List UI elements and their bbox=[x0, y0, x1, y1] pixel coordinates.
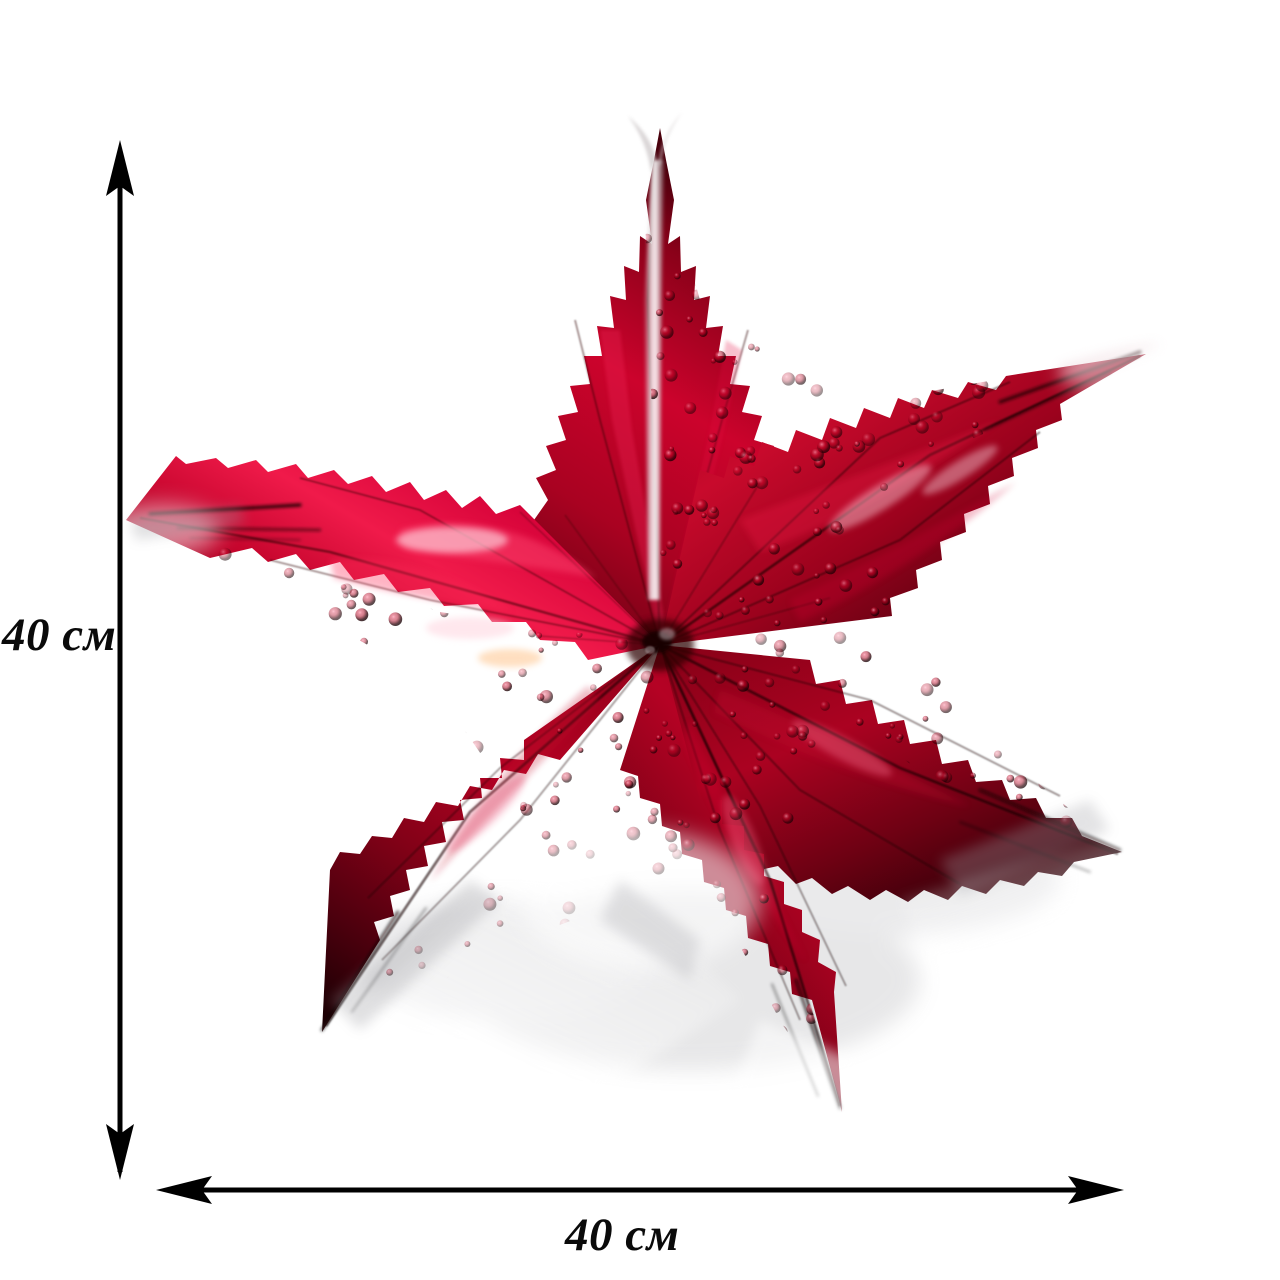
star-arms bbox=[126, 112, 1162, 1112]
width-dimension-arrow bbox=[156, 1176, 1124, 1204]
star-center-hub bbox=[626, 619, 694, 671]
height-dimension-arrow bbox=[106, 140, 134, 1180]
star-arm-left bbox=[126, 456, 661, 667]
blurred-tip-wisps bbox=[130, 506, 1110, 1030]
star-arm-lower-left bbox=[320, 643, 661, 1032]
height-dimension-label: 40 см bbox=[2, 609, 117, 661]
width-dimension-label: 40 см bbox=[565, 1209, 680, 1261]
